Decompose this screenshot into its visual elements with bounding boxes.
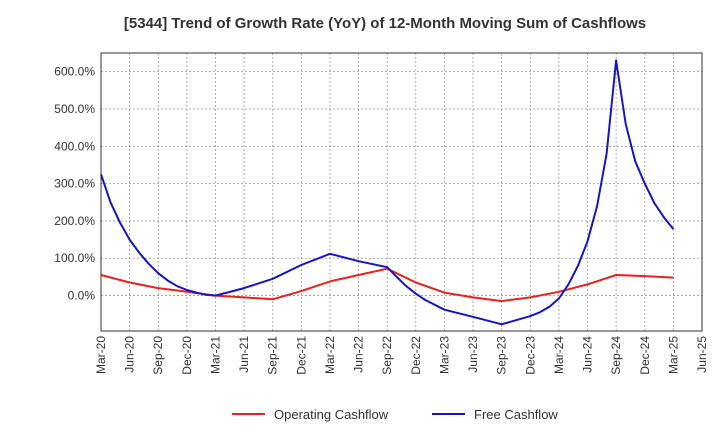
- y-tick-label: 400.0%: [54, 139, 95, 153]
- x-tick-label: Jun-25: [695, 336, 709, 373]
- legend-label: Free Cashflow: [474, 407, 558, 422]
- y-tick-label: 0.0%: [68, 289, 96, 303]
- y-tick-label: 300.0%: [54, 177, 95, 191]
- legend[interactable]: Operating Cashflow Free Cashflow: [232, 407, 558, 422]
- x-tick-label: Jun-22: [352, 336, 366, 373]
- y-tick-label: 100.0%: [54, 251, 95, 265]
- legend-label: Operating Cashflow: [274, 407, 389, 422]
- y-axis: 0.0% 100.0% 200.0% 300.0% 400.0% 500.0% 600.0%: [54, 65, 95, 303]
- chart-title: [5344] Trend of Growth Rate (YoY) of 12-…: [124, 15, 646, 32]
- grid-lines: [100, 53, 703, 331]
- x-tick-label: Sep-20: [151, 336, 165, 375]
- x-tick-label: Mar-23: [437, 336, 451, 374]
- x-tick-label: Sep-24: [609, 336, 623, 375]
- x-tick-label: Dec-20: [180, 336, 194, 375]
- x-axis: Mar-20 Jun-20 Sep-20 Dec-20 Mar-21 Jun-21 Sep-…: [94, 336, 709, 375]
- y-tick-label: 200.0%: [54, 214, 95, 228]
- x-tick-label: Jun-21: [237, 336, 251, 373]
- x-tick-label: Jun-24: [581, 336, 595, 373]
- x-tick-label: Mar-21: [208, 336, 222, 374]
- legend-item-operating-cashflow[interactable]: Operating Cashflow: [232, 407, 389, 422]
- x-tick-label: Mar-20: [94, 336, 108, 374]
- x-tick-label: Dec-22: [409, 336, 423, 375]
- x-tick-label: Sep-22: [380, 336, 394, 375]
- legend-item-free-cashflow[interactable]: Free Cashflow: [432, 407, 558, 422]
- y-tick-label: 500.0%: [54, 102, 95, 116]
- x-tick-label: Dec-24: [638, 336, 652, 375]
- x-tick-label: Mar-22: [323, 336, 337, 374]
- x-tick-label: Jun-23: [466, 336, 480, 373]
- x-tick-label: Dec-21: [294, 336, 308, 375]
- series-line-free-cashflow: [100, 59, 675, 326]
- series-layer: [100, 59, 675, 326]
- x-tick-label: Mar-25: [666, 336, 680, 374]
- plot-frame: [100, 52, 703, 332]
- x-tick-label: Jun-20: [123, 336, 137, 373]
- x-tick-label: Dec-23: [523, 336, 537, 375]
- x-tick-label: Sep-23: [495, 336, 509, 375]
- x-tick-label: Mar-24: [552, 336, 566, 374]
- y-tick-label: 600.0%: [54, 65, 95, 79]
- x-tick-label: Sep-21: [266, 336, 280, 375]
